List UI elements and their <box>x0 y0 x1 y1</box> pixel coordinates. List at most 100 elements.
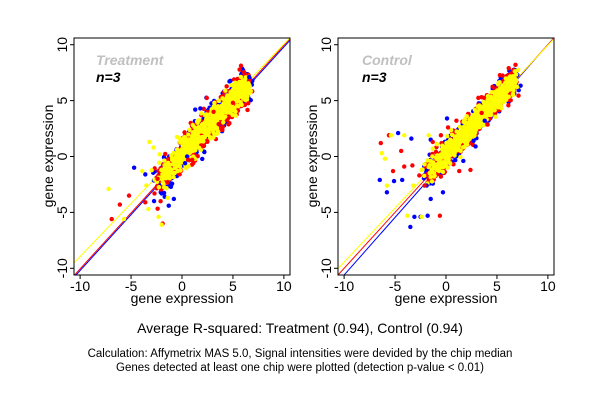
treatment-cluster-point <box>196 135 202 140</box>
treatment-cluster-point <box>214 127 220 132</box>
control-panel-title: Control <box>362 52 413 68</box>
control-replicate-3-point <box>379 150 385 156</box>
control-replicate-1-point <box>395 130 401 136</box>
treatment-cluster-point <box>245 107 250 113</box>
treatment-cluster-point <box>171 150 177 156</box>
control-cluster-point <box>462 116 468 122</box>
treatment-cluster-point <box>214 116 220 122</box>
treatment-cluster-point <box>227 121 232 126</box>
control-y-tick-label: -5 <box>318 206 334 219</box>
control-cluster-point <box>431 164 437 170</box>
control-cluster-point <box>465 121 471 127</box>
treatment-replicate-2-point <box>211 109 216 114</box>
control-replicate-2-point <box>390 168 396 174</box>
treatment-replicate-3-point <box>140 168 145 174</box>
treatment-cluster-point <box>174 134 180 140</box>
control-cluster-point <box>448 149 453 154</box>
treatment-cluster-point <box>194 119 200 124</box>
control-cluster-point <box>503 88 509 93</box>
treatment-replicate-3-point <box>147 139 152 145</box>
treatment-cluster-point <box>175 162 181 167</box>
control-cluster-point <box>443 161 448 166</box>
treatment-cluster-point <box>233 113 238 118</box>
control-cluster-point <box>458 154 463 160</box>
control-cluster-point <box>495 104 501 110</box>
treatment-cluster-point <box>246 85 251 90</box>
treatment-replicate-3-point <box>106 186 111 192</box>
control-cluster-point <box>445 142 450 147</box>
treatment-cluster-point <box>237 67 242 72</box>
method-caption-line1: Calculation: Affymetrix MAS 5.0, Signal … <box>88 348 513 360</box>
treatment-cluster-point <box>239 91 244 96</box>
treatment-replicate-1-point <box>247 74 252 80</box>
treatment-replicate-2-point <box>185 157 191 163</box>
control-cluster-point <box>507 85 512 91</box>
control-replicate-3-point <box>434 142 440 147</box>
treatment-y-tick-label: 10 <box>54 37 70 53</box>
control-replicate-2-point <box>378 140 383 146</box>
treatment-cluster-point <box>164 175 169 181</box>
control-cluster-point <box>471 128 476 133</box>
control-replicate-1-point <box>425 213 430 218</box>
treatment-replicate-2-point <box>230 100 236 106</box>
treatment-cluster-point <box>227 105 233 110</box>
treatment-cluster-point <box>227 79 232 84</box>
control-n-annotation: n=3 <box>362 69 387 85</box>
control-cluster-point <box>452 134 458 139</box>
treatment-cluster-point <box>202 120 207 126</box>
treatment-cluster-point <box>193 141 198 146</box>
control-cluster-point <box>492 92 498 97</box>
treatment-cluster-point <box>192 145 198 151</box>
control-replicate-2-point <box>410 163 415 168</box>
control-cluster-point <box>442 146 448 152</box>
treatment-cluster-point <box>202 113 208 118</box>
control-cluster-point <box>493 114 498 120</box>
treatment-replicate-3-point <box>146 206 151 212</box>
treatment-cluster-point <box>186 163 191 169</box>
treatment-cluster-point <box>248 98 253 103</box>
treatment-cluster-point <box>162 158 167 163</box>
treatment-panel-title: Treatment <box>96 52 165 68</box>
treatment-cluster-point <box>179 151 184 156</box>
control-cluster-point <box>452 148 458 154</box>
control-cluster-point <box>479 94 484 100</box>
treatment-replicate-3-point <box>165 195 170 201</box>
control-cluster-point <box>425 158 430 163</box>
treatment-cluster-point <box>246 100 251 106</box>
treatment-y-tick-label: -10 <box>54 258 70 278</box>
treatment-cluster-point <box>221 104 227 110</box>
treatment-cluster-point <box>201 106 206 112</box>
treatment-replicate-3-point <box>215 110 220 116</box>
treatment-cluster-point <box>202 149 207 155</box>
treatment-cluster-point <box>180 138 185 144</box>
control-cluster-point <box>470 118 475 123</box>
treatment-cluster-point <box>167 162 172 168</box>
control-cluster-point <box>451 162 456 167</box>
treatment-cluster-point <box>243 89 249 94</box>
treatment-cluster-point <box>171 170 176 176</box>
treatment-y-tick-label: 5 <box>54 97 70 105</box>
treatment-cluster-point <box>161 185 167 190</box>
treatment-replicate-3-point <box>196 127 201 132</box>
treatment-x-tick-label: -10 <box>70 278 90 294</box>
control-cluster-point <box>515 67 521 73</box>
treatment-panel: Treatment n=3 -10 -5 0 5 10 -10 -5 0 5 10 gene e… <box>40 37 292 306</box>
treatment-cluster-point <box>241 96 246 101</box>
control-cluster-point <box>494 88 500 93</box>
treatment-replicate-2-point <box>152 191 157 196</box>
treatment-replicate-1-point <box>171 196 177 202</box>
control-cluster-point <box>440 143 445 148</box>
treatment-cluster-point <box>247 90 253 95</box>
control-cluster-point <box>436 168 442 174</box>
treatment-cluster-point <box>200 156 205 162</box>
control-cluster-point <box>436 164 441 170</box>
control-cluster-point <box>506 66 511 71</box>
treatment-cluster-point <box>193 132 198 137</box>
treatment-cluster-point <box>178 168 183 173</box>
treatment-replicate-1-point <box>166 203 171 208</box>
control-cluster-point <box>501 93 507 98</box>
control-cluster-point <box>460 135 466 141</box>
treatment-replicate-2-point <box>126 193 132 198</box>
treatment-cluster-point <box>238 63 244 68</box>
treatment-replicate-3-point <box>156 214 161 220</box>
